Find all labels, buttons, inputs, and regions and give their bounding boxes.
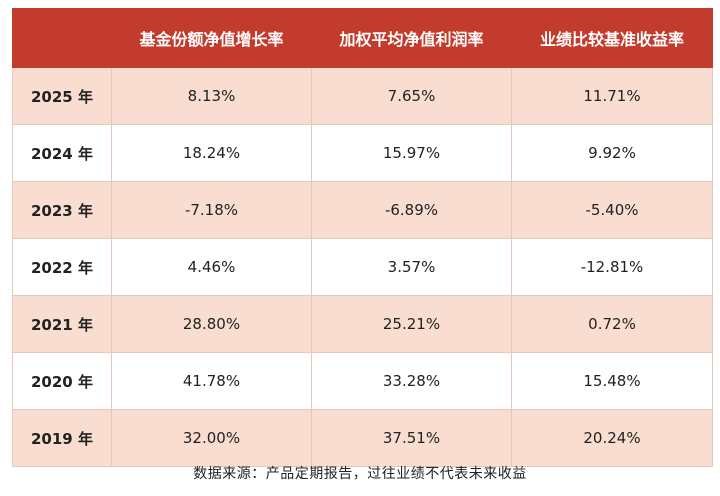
year-cell: 2022 年 [12,238,112,296]
year-cell: 2019 年 [12,409,112,467]
year-cell: 2020 年 [12,352,112,410]
table-row: 2019 年 32.00% 37.51% 20.24% [12,409,713,467]
weighted-profit-cell: 15.97% [311,124,512,182]
nav-growth-cell: 28.80% [111,295,312,353]
table-row: 2020 年 41.78% 33.28% 15.48% [12,352,713,410]
header-weighted-profit: 加权平均净值利润率 [311,8,512,68]
nav-growth-cell: 8.13% [111,67,312,125]
table-row: 2023 年 -7.18% -6.89% -5.40% [12,181,713,239]
weighted-profit-cell: 7.65% [311,67,512,125]
year-cell: 2021 年 [12,295,112,353]
header-benchmark: 业绩比较基准收益率 [511,8,713,68]
header-corner [12,8,112,68]
weighted-profit-cell: 25.21% [311,295,512,353]
header-row: 基金份额净值增长率 加权平均净值利润率 业绩比较基准收益率 [12,8,713,68]
table-header: 基金份额净值增长率 加权平均净值利润率 业绩比较基准收益率 [12,8,713,68]
nav-growth-cell: 32.00% [111,409,312,467]
benchmark-cell: -12.81% [511,238,713,296]
data-source-footnote: 数据来源：产品定期报告，过往业绩不代表未来收益 [193,466,527,482]
performance-table-container: 基金份额净值增长率 加权平均净值利润率 业绩比较基准收益率 2025 年 8.1… [12,8,713,467]
benchmark-cell: 11.71% [511,67,713,125]
nav-growth-cell: 4.46% [111,238,312,296]
nav-growth-cell: 18.24% [111,124,312,182]
weighted-profit-cell: 37.51% [311,409,512,467]
benchmark-cell: 9.92% [511,124,713,182]
weighted-profit-cell: 3.57% [311,238,512,296]
performance-table: 基金份额净值增长率 加权平均净值利润率 业绩比较基准收益率 2025 年 8.1… [12,8,713,467]
header-nav-growth: 基金份额净值增长率 [111,8,312,68]
weighted-profit-cell: 33.28% [311,352,512,410]
nav-growth-cell: 41.78% [111,352,312,410]
year-cell: 2025 年 [12,67,112,125]
benchmark-cell: -5.40% [511,181,713,239]
nav-growth-cell: -7.18% [111,181,312,239]
table-row: 2021 年 28.80% 25.21% 0.72% [12,295,713,353]
year-cell: 2023 年 [12,181,112,239]
benchmark-cell: 15.48% [511,352,713,410]
table-row: 2025 年 8.13% 7.65% 11.71% [12,67,713,125]
table-row: 2024 年 18.24% 15.97% 9.92% [12,124,713,182]
table-body: 2025 年 8.13% 7.65% 11.71% 2024 年 18.24% … [12,67,713,467]
table-row: 2022 年 4.46% 3.57% -12.81% [12,238,713,296]
benchmark-cell: 0.72% [511,295,713,353]
weighted-profit-cell: -6.89% [311,181,512,239]
year-cell: 2024 年 [12,124,112,182]
benchmark-cell: 20.24% [511,409,713,467]
